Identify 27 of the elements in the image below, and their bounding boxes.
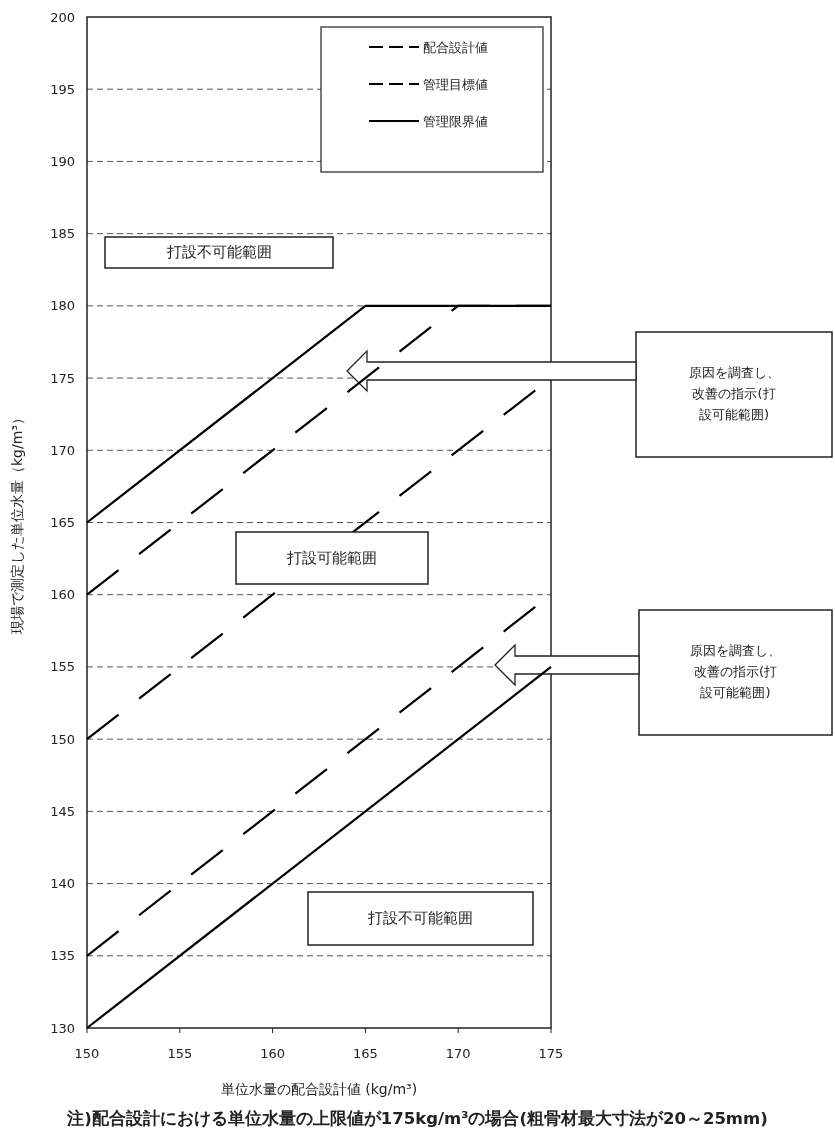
text: 注)配合設計における単位水量の上限値が175kg/m³の場合(粗骨材最大寸法が20～25mm) <box>66 1108 769 1130</box>
y-tick-label: 190 <box>50 153 75 169</box>
legend-label: 管理目標値 <box>423 77 488 92</box>
y-tick-label: 165 <box>50 515 75 530</box>
y-tick-label: 150 <box>50 731 75 747</box>
x-tick-label: 165 <box>352 1046 378 1061</box>
x-tick-label: 155 <box>167 1046 193 1061</box>
y-tick-label: 160 <box>50 587 75 603</box>
y-tick-label: 145 <box>50 803 75 819</box>
x-tick-label: 150 <box>74 1046 100 1061</box>
x-tick-label: 160 <box>260 1046 286 1061</box>
x-tick-label: 175 <box>538 1046 564 1061</box>
y-tick-label: 200 <box>50 9 75 25</box>
x-tick-label: 170 <box>445 1046 471 1061</box>
legend-label: 管理限界値 <box>423 114 488 129</box>
y-tick-label: 180 <box>50 298 75 314</box>
y-tick-label: 195 <box>50 81 75 97</box>
x-axis-title: 単位水量の配合設計値 (kg/m³) <box>220 1081 418 1097</box>
y-tick-label: 130 <box>50 1020 75 1036</box>
y-tick-label: 170 <box>50 442 75 458</box>
y-tick-label: 175 <box>50 370 75 386</box>
y-tick-label: 135 <box>50 948 75 964</box>
y-tick-label: 140 <box>50 876 75 892</box>
legend-label: 配合設計値 <box>423 40 488 55</box>
y-tick-label: 185 <box>50 226 75 242</box>
y-tick-label: 155 <box>50 659 75 675</box>
y-axis-title: 現場で測定した単位水量（kg/m³） <box>9 411 25 634</box>
